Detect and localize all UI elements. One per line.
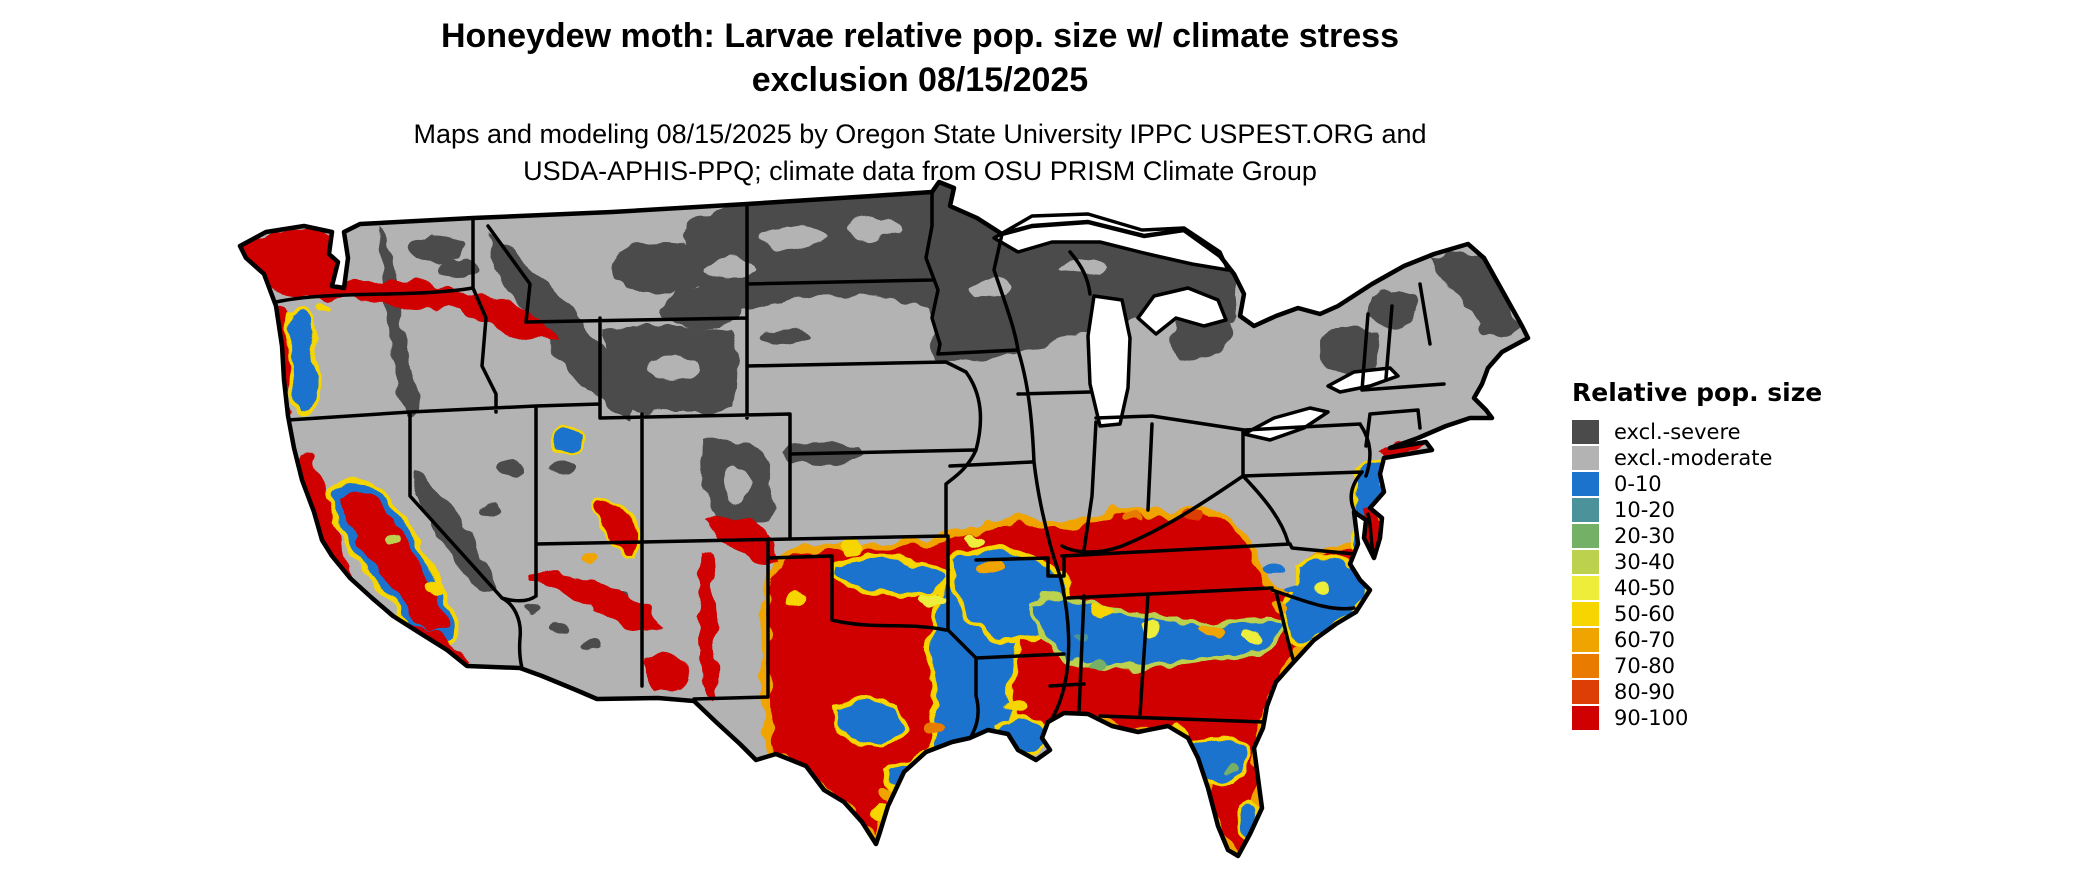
legend-item: 20-30 (1572, 523, 1822, 549)
legend-item-label: excl.-moderate (1614, 446, 1773, 470)
us-map (232, 168, 1532, 890)
legend-item-label: 80-90 (1614, 680, 1676, 704)
legend-swatch (1572, 654, 1599, 678)
legend-item: 50-60 (1572, 601, 1822, 627)
state-borders (274, 188, 1446, 744)
zone-excl-moderate-holes (644, 218, 1104, 503)
map-subtitle: Maps and modeling 08/15/2025 by Oregon S… (0, 116, 1840, 190)
legend-swatch (1572, 420, 1599, 444)
lake-huron (1136, 286, 1228, 336)
legend-item-label: 90-100 (1614, 706, 1689, 730)
legend-item-label: 40-50 (1614, 576, 1676, 600)
legend-item: 0-10 (1572, 471, 1822, 497)
map-subtitle-line1: Maps and modeling 08/15/2025 by Oregon S… (413, 119, 1427, 149)
legend-item: 60-70 (1572, 627, 1822, 653)
legend-item-label: 50-60 (1614, 602, 1676, 626)
legend-item-label: excl.-severe (1614, 420, 1741, 444)
legend-swatch (1572, 524, 1599, 548)
legend-item-label: 70-80 (1614, 654, 1676, 678)
legend-item: 40-50 (1572, 575, 1822, 601)
legend-item: 90-100 (1572, 705, 1822, 731)
map-title-line1: Honeydew moth: Larvae relative pop. size… (440, 17, 1399, 55)
map-subtitle-line2: USDA-APHIS-PPQ; climate data from OSU PR… (523, 156, 1317, 186)
legend-item-label: 30-40 (1614, 550, 1676, 574)
legend-item-label: 0-10 (1614, 472, 1662, 496)
legend-swatch (1572, 706, 1599, 730)
lake-erie (1242, 406, 1330, 442)
lake-superior (992, 212, 1230, 272)
legend-item-label: 20-30 (1614, 524, 1676, 548)
legend-swatch (1572, 446, 1599, 470)
legend-item-label: 60-70 (1614, 628, 1676, 652)
legend-item: excl.-severe (1572, 419, 1822, 445)
legend-swatch (1572, 472, 1599, 496)
legend-items: excl.-severe excl.-moderate 0-10 10-20 (1572, 419, 1822, 731)
legend-item-label: 10-20 (1614, 498, 1676, 522)
legend-swatch (1572, 628, 1599, 652)
map-title: Honeydew moth: Larvae relative pop. size… (0, 14, 1840, 102)
legend-swatch (1572, 680, 1599, 704)
us-map-container (232, 168, 1532, 890)
lake-michigan (1086, 294, 1132, 428)
legend-item: 30-40 (1572, 549, 1822, 575)
legend: Relative pop. size excl.-severe excl.-mo… (1572, 378, 1822, 731)
legend-swatch (1572, 498, 1599, 522)
legend-swatch (1572, 550, 1599, 574)
map-title-line2: exclusion 08/15/2025 (751, 61, 1089, 99)
legend-swatch (1572, 602, 1599, 626)
legend-item: 10-20 (1572, 497, 1822, 523)
legend-swatch (1572, 576, 1599, 600)
legend-title: Relative pop. size (1572, 378, 1823, 407)
legend-item: 80-90 (1572, 679, 1822, 705)
legend-item: 70-80 (1572, 653, 1822, 679)
legend-item: excl.-moderate (1572, 445, 1822, 471)
